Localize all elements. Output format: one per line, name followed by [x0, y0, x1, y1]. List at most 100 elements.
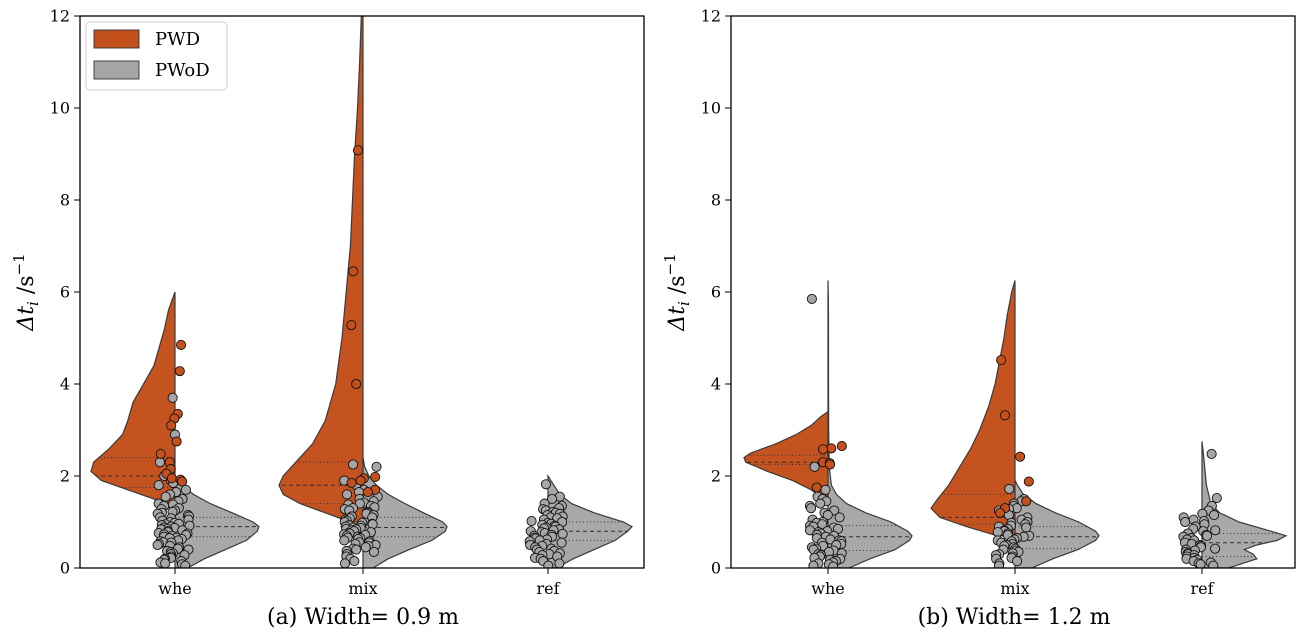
data-point-pwod: [992, 527, 1003, 538]
data-point-pwd: [346, 477, 357, 488]
data-point-pwod: [809, 461, 820, 472]
panel-b: 0 2 4 6 8 10 12 whe mix ref Δti /s−1 (b) Width= 1.2…: [661, 7, 1296, 630]
legend-swatch-pwod: [93, 60, 140, 80]
violin-pwd-mix: [930, 280, 1016, 537]
data-point-pwd: [1021, 496, 1032, 507]
data-point-pwd: [999, 410, 1011, 421]
data-point-pwd: [824, 459, 836, 470]
legend-label-pwod: PWoD: [155, 60, 210, 81]
y-axis-label: Δti /s−1: [661, 253, 693, 331]
data-point-pwod: [351, 544, 362, 555]
plot-frame: [730, 15, 1296, 569]
data-point-pwod: [993, 560, 1005, 568]
data-point-pwod: [1211, 493, 1222, 504]
data-point-pwod: [153, 480, 164, 491]
data-point-pwod: [1209, 510, 1220, 521]
y-axis-label: Δti /s−1: [10, 253, 42, 331]
y-tick-label: 8: [711, 191, 721, 210]
data-point-pwod: [546, 493, 558, 505]
data-point-pwd: [177, 476, 188, 487]
data-point-pwod: [1195, 559, 1206, 568]
y-tick-label: 4: [711, 375, 721, 394]
panel-caption: (a) Width= 0.9 m: [267, 605, 459, 630]
data-point-pwod: [360, 542, 371, 553]
violin-pwd-mix: [278, 16, 364, 523]
data-point-pwod: [354, 498, 365, 509]
data-point-pwod: [339, 558, 351, 568]
data-point-pwd: [362, 487, 373, 498]
data-point-pwd: [817, 444, 829, 455]
data-point-pwod: [1004, 483, 1015, 494]
violin-pwd-whe: [90, 291, 176, 509]
data-point-pwod: [154, 457, 165, 468]
plot-area: [743, 280, 1288, 568]
data-point-pwod: [341, 489, 353, 500]
data-point-pwod: [828, 561, 839, 568]
panel-caption: (b) Width= 1.2 m: [918, 605, 1111, 630]
data-point-pwod: [1012, 556, 1023, 567]
y-tick-label: 10: [50, 99, 70, 118]
data-point-pwod: [180, 484, 191, 495]
data-point-pwd: [1023, 476, 1034, 487]
x-tick-label: mix: [348, 579, 377, 598]
panel-a: 0 2 4 6 8 10 12 whe mix ref Δti /s−1 (a) Width= 0.9…: [10, 7, 645, 630]
x-tick-label: whe: [811, 579, 844, 598]
data-point-pwd: [811, 482, 822, 493]
plot-area: [90, 16, 633, 568]
data-point-pwd: [996, 355, 1007, 366]
data-point-pwod: [815, 498, 826, 509]
data-point-pwod: [834, 512, 845, 523]
data-point-pwod: [1180, 516, 1191, 528]
data-point-pwd: [352, 145, 364, 156]
data-point-pwod: [368, 546, 380, 557]
data-point-pwd: [348, 266, 359, 277]
legend: PWD PWoD: [85, 21, 228, 91]
x-tick-label: ref: [536, 579, 560, 598]
data-point-pwod: [1201, 530, 1213, 541]
y-tick-label: 6: [711, 283, 721, 302]
y-tick-label: 12: [701, 7, 721, 26]
data-point-pwd: [370, 471, 381, 482]
data-point-pwod: [808, 560, 819, 568]
data-point-pwod: [371, 461, 382, 472]
data-point-pwod: [554, 558, 565, 568]
plot-frame: [79, 15, 645, 569]
y-tick-label: 8: [60, 191, 70, 210]
data-point-pwod: [167, 392, 178, 403]
data-point-pwod: [180, 560, 191, 568]
legend-label-pwd: PWD: [155, 29, 200, 50]
data-point-pwd: [995, 507, 1006, 518]
data-point-pwd: [826, 443, 837, 454]
x-tick-label: whe: [158, 579, 191, 598]
data-point-pwod: [556, 537, 567, 548]
data-point-pwod: [820, 484, 831, 495]
y-tick-label: 2: [711, 467, 721, 486]
data-point-pwd: [155, 448, 166, 459]
data-point-pwd: [166, 473, 177, 484]
data-point-pwod: [1210, 543, 1221, 554]
data-point-pwd: [1015, 451, 1026, 462]
violin-pwod-mix: [1014, 480, 1100, 568]
y-tick-label: 10: [701, 99, 721, 118]
data-point-pwod: [822, 510, 833, 521]
data-point-pwod: [1021, 522, 1032, 533]
x-tick-label: mix: [1000, 579, 1029, 598]
data-point-pwd: [166, 420, 177, 431]
data-point-pwod: [349, 556, 360, 567]
data-point-pwd: [346, 320, 357, 331]
x-tick-label: ref: [1190, 579, 1214, 598]
y-tick-label: 0: [60, 559, 70, 578]
y-tick-label: 6: [60, 283, 70, 302]
y-tick-label: 12: [50, 7, 70, 26]
data-point-pwod: [806, 293, 817, 304]
data-point-pwd: [355, 475, 366, 486]
data-point-pwod: [160, 491, 171, 502]
data-point-pwod: [806, 503, 817, 514]
data-point-pwod: [339, 535, 350, 546]
data-point-pwod: [1208, 560, 1219, 568]
data-point-pwod: [1206, 448, 1217, 459]
data-point-pwod: [1210, 525, 1221, 536]
legend-swatch-pwd: [93, 29, 140, 49]
data-point-pwd: [171, 436, 182, 447]
